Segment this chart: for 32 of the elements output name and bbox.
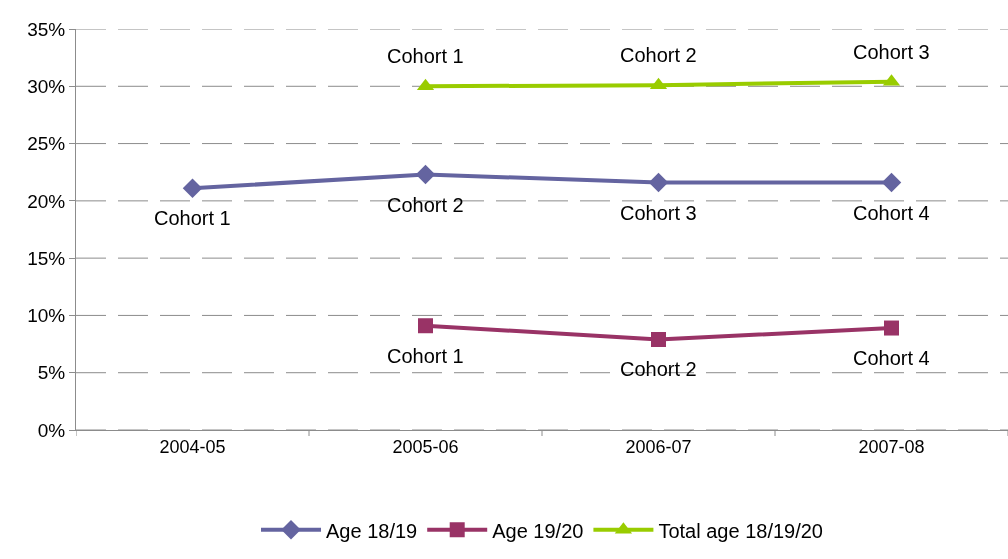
point bbox=[182, 178, 203, 198]
annotation: Cohort 4 bbox=[853, 202, 930, 224]
y-tick-label: 15% bbox=[27, 247, 66, 269]
y-tick-label: 30% bbox=[27, 75, 66, 97]
legend-label: Age 19/20 bbox=[492, 519, 584, 542]
legend-label: Age 18/19 bbox=[326, 519, 418, 542]
y-tick-label: 20% bbox=[27, 190, 66, 212]
annotation: Cohort 2 bbox=[387, 194, 464, 216]
point bbox=[648, 172, 669, 193]
annotation: Cohort 2 bbox=[620, 44, 697, 66]
y-tick-label: 10% bbox=[27, 305, 66, 327]
point bbox=[415, 164, 436, 185]
annotation: Cohort 3 bbox=[620, 202, 697, 224]
point bbox=[881, 172, 902, 193]
annotation: Cohort 1 bbox=[387, 45, 464, 67]
annotation: Cohort 2 bbox=[620, 358, 697, 380]
x-tick-label: 2006-07 bbox=[625, 436, 692, 457]
point bbox=[418, 318, 433, 334]
annotation: Cohort 3 bbox=[853, 41, 930, 63]
y-tick-label: 5% bbox=[37, 362, 66, 384]
legend-label: Total age 18/19/20 bbox=[658, 519, 823, 542]
x-tick-label: 2007-08 bbox=[858, 436, 925, 457]
y-tick-label: 0% bbox=[37, 419, 66, 441]
point bbox=[651, 331, 666, 347]
x-tick-label: 2005-06 bbox=[392, 436, 459, 457]
point bbox=[884, 320, 899, 336]
x-tick-label: 2004-05 bbox=[159, 436, 226, 457]
annotation: Cohort 1 bbox=[387, 345, 464, 367]
y-tick-label: 35% bbox=[27, 18, 66, 40]
y-tick-label: 25% bbox=[27, 133, 66, 155]
annotation: Cohort 4 bbox=[853, 347, 930, 369]
annotation: Cohort 1 bbox=[154, 207, 231, 229]
